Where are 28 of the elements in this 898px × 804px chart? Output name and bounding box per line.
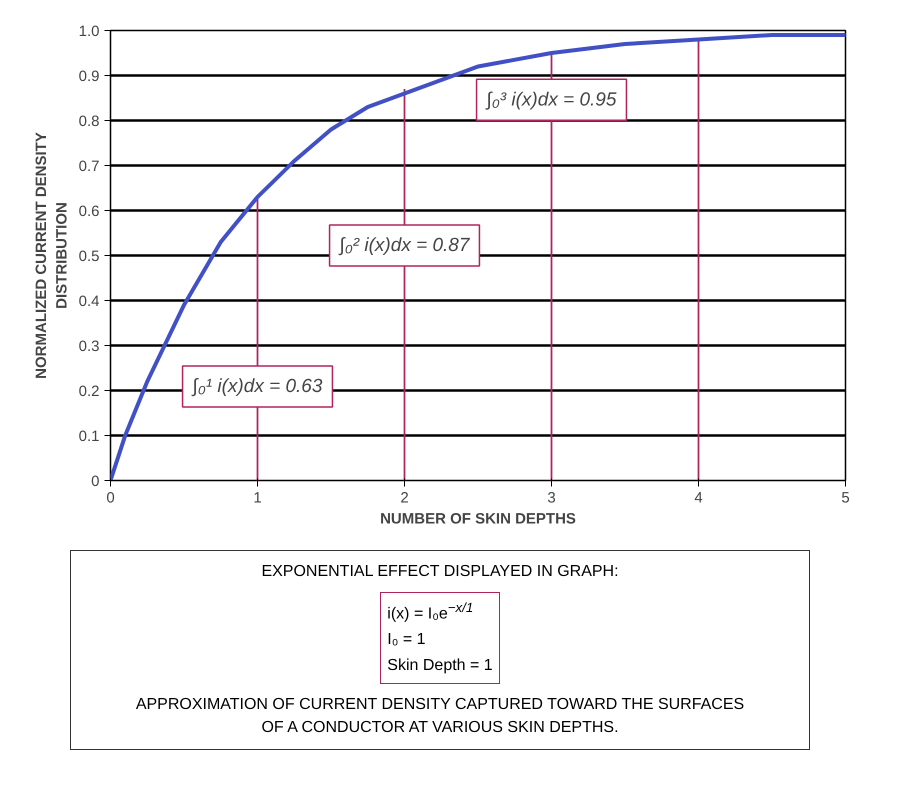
x-tick-label: 0 bbox=[106, 490, 115, 506]
text: Skin Depth = 1 bbox=[387, 656, 493, 676]
text: i(x) = I₀e$^{−x/1}$ bbox=[387, 598, 474, 624]
annotation: ∫₀¹ i(x)dx = 0.63 bbox=[192, 376, 323, 397]
x-tick-label: 5 bbox=[841, 490, 850, 506]
y-tick-label: 0.9 bbox=[78, 68, 100, 85]
y-tick-label: 0.2 bbox=[78, 383, 100, 400]
y-tick-label: 0.8 bbox=[78, 113, 100, 130]
x-tick-label: 3 bbox=[547, 490, 556, 506]
annotation: ∫₀³ i(x)dx = 0.95 bbox=[486, 89, 617, 110]
annotation: ∫₀² i(x)dx = 0.87 bbox=[338, 235, 471, 256]
x-tick-label: 1 bbox=[253, 490, 262, 506]
y-tick-label: 1.0 bbox=[78, 23, 100, 40]
y-tick-label: 0.7 bbox=[78, 158, 100, 175]
text: APPROXIMATION OF CURRENT DENSITY CAPTURED TOWARD THE SURFACES OF A CONDUCTOR AT VARIOUS SKIN DEPTHS. bbox=[135, 694, 745, 738]
y-axis-title: NORMALIZED CURRENT DENSITY DISTRIBUTION bbox=[33, 132, 71, 379]
y-tick-label: 0.4 bbox=[78, 293, 100, 310]
line-series bbox=[110, 33, 846, 480]
x-axis-title: NUMBER OF SKIN DEPTHS bbox=[380, 510, 576, 528]
text: I₀ = 1 bbox=[387, 630, 427, 650]
y-tick-label: 0.5 bbox=[78, 248, 100, 265]
text: EXPONENTIAL EFFECT DISPLAYED IN GRAPH: bbox=[260, 562, 620, 582]
y-tick-label: 0.3 bbox=[78, 338, 100, 355]
y-tick-label: 0.1 bbox=[78, 428, 100, 445]
x-tick-label: 2 bbox=[400, 490, 409, 506]
x-tick-label: 4 bbox=[694, 490, 703, 506]
y-tick-label: 0 bbox=[91, 473, 100, 490]
y-tick-label: 0.6 bbox=[78, 203, 100, 220]
